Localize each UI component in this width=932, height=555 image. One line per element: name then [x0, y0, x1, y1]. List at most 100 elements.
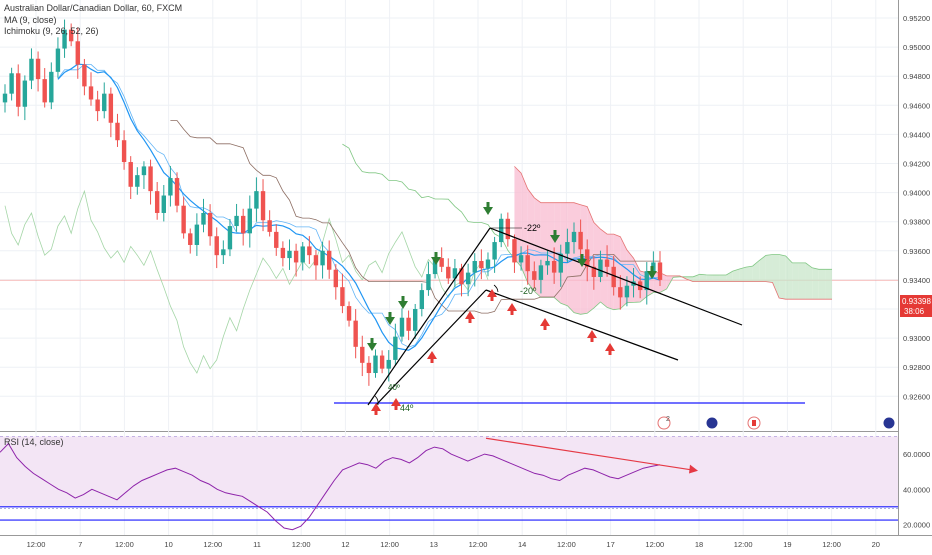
candle[interactable]: [326, 240, 332, 279]
candle[interactable]: [644, 262, 649, 305]
candle[interactable]: [135, 167, 140, 195]
candle[interactable]: [585, 239, 590, 282]
rising-channel-lower[interactable]: [375, 289, 487, 406]
candle[interactable]: [472, 253, 477, 287]
candle[interactable]: [227, 219, 233, 257]
candle[interactable]: [16, 64, 21, 117]
candle[interactable]: [532, 261, 537, 289]
candle[interactable]: [618, 275, 623, 310]
candle[interactable]: [538, 259, 544, 294]
candle[interactable]: [207, 204, 213, 246]
candle[interactable]: [201, 198, 206, 233]
candle[interactable]: [571, 222, 577, 254]
candle[interactable]: [565, 228, 570, 263]
candle[interactable]: [452, 259, 458, 288]
candle[interactable]: [35, 51, 41, 92]
candle[interactable]: [128, 156, 133, 200]
candle[interactable]: [479, 249, 484, 280]
candle[interactable]: [313, 249, 319, 280]
candle[interactable]: [399, 308, 405, 342]
candle[interactable]: [161, 185, 166, 222]
candle[interactable]: [102, 82, 107, 119]
candle[interactable]: [413, 303, 418, 339]
economic-events[interactable]: 2: [657, 416, 896, 430]
candles[interactable]: [2, 19, 663, 386]
candle[interactable]: [247, 195, 252, 248]
candle[interactable]: [492, 236, 497, 273]
candle[interactable]: [62, 19, 67, 58]
candle[interactable]: [141, 161, 147, 189]
candle[interactable]: [115, 113, 120, 147]
candle[interactable]: [181, 196, 186, 239]
candle[interactable]: [22, 75, 28, 121]
candle[interactable]: [121, 130, 127, 170]
falling-channel-upper[interactable]: [489, 227, 743, 326]
candle[interactable]: [300, 241, 305, 271]
candle[interactable]: [518, 246, 524, 271]
candle[interactable]: [393, 323, 398, 366]
candle[interactable]: [214, 227, 219, 269]
candle[interactable]: [598, 250, 603, 283]
candle[interactable]: [68, 23, 74, 47]
falling-channel-lower[interactable]: [485, 289, 679, 361]
rsi-line[interactable]: [0, 442, 661, 531]
au-flag-icon-right[interactable]: [882, 416, 896, 430]
candle[interactable]: [55, 37, 61, 78]
au-flag-icon[interactable]: [705, 416, 719, 430]
candle[interactable]: [42, 68, 47, 108]
rising-channel-upper[interactable]: [367, 227, 491, 406]
candle[interactable]: [168, 165, 173, 207]
candle[interactable]: [148, 159, 153, 205]
candle[interactable]: [320, 241, 325, 279]
candle[interactable]: [194, 213, 200, 256]
candle[interactable]: [2, 84, 8, 113]
event-badge-icon[interactable]: [657, 416, 671, 430]
candle[interactable]: [9, 67, 14, 101]
candle[interactable]: [274, 224, 279, 256]
candle[interactable]: [373, 349, 378, 378]
candle[interactable]: [485, 252, 491, 277]
candle[interactable]: [240, 208, 246, 246]
candle[interactable]: [419, 283, 425, 317]
candle[interactable]: [287, 239, 292, 270]
candle[interactable]: [505, 212, 511, 247]
candle[interactable]: [406, 310, 411, 341]
candle[interactable]: [657, 251, 663, 286]
candle[interactable]: [386, 350, 391, 382]
candle[interactable]: [439, 247, 444, 273]
candle[interactable]: [499, 213, 504, 248]
price-panel[interactable]: [0, 0, 898, 430]
candle[interactable]: [558, 244, 563, 287]
candle[interactable]: [254, 177, 259, 222]
candle[interactable]: [82, 58, 87, 96]
candle[interactable]: [49, 62, 54, 110]
candle[interactable]: [154, 181, 160, 220]
candle[interactable]: [293, 243, 299, 277]
candle[interactable]: [545, 249, 550, 275]
candle[interactable]: [353, 309, 358, 359]
candle[interactable]: [221, 240, 226, 265]
candle[interactable]: [260, 179, 266, 232]
candle[interactable]: [280, 241, 286, 267]
candle[interactable]: [379, 350, 385, 374]
candle[interactable]: [551, 247, 557, 284]
candle[interactable]: [525, 245, 530, 285]
candle[interactable]: [512, 234, 517, 273]
candle[interactable]: [426, 261, 431, 296]
trend-drawings[interactable]: -22º -20º 44º 40º: [334, 223, 805, 413]
candle[interactable]: [108, 87, 114, 138]
candle[interactable]: [95, 90, 100, 122]
candle[interactable]: [267, 210, 272, 237]
candle[interactable]: [188, 228, 193, 254]
candle[interactable]: [604, 245, 610, 277]
candle[interactable]: [360, 335, 365, 377]
candle[interactable]: [366, 356, 372, 386]
candle[interactable]: [340, 273, 345, 314]
candle[interactable]: [333, 264, 339, 300]
candle[interactable]: [174, 172, 180, 213]
candle[interactable]: [29, 48, 34, 90]
candle[interactable]: [88, 72, 94, 106]
candle[interactable]: [234, 203, 239, 232]
